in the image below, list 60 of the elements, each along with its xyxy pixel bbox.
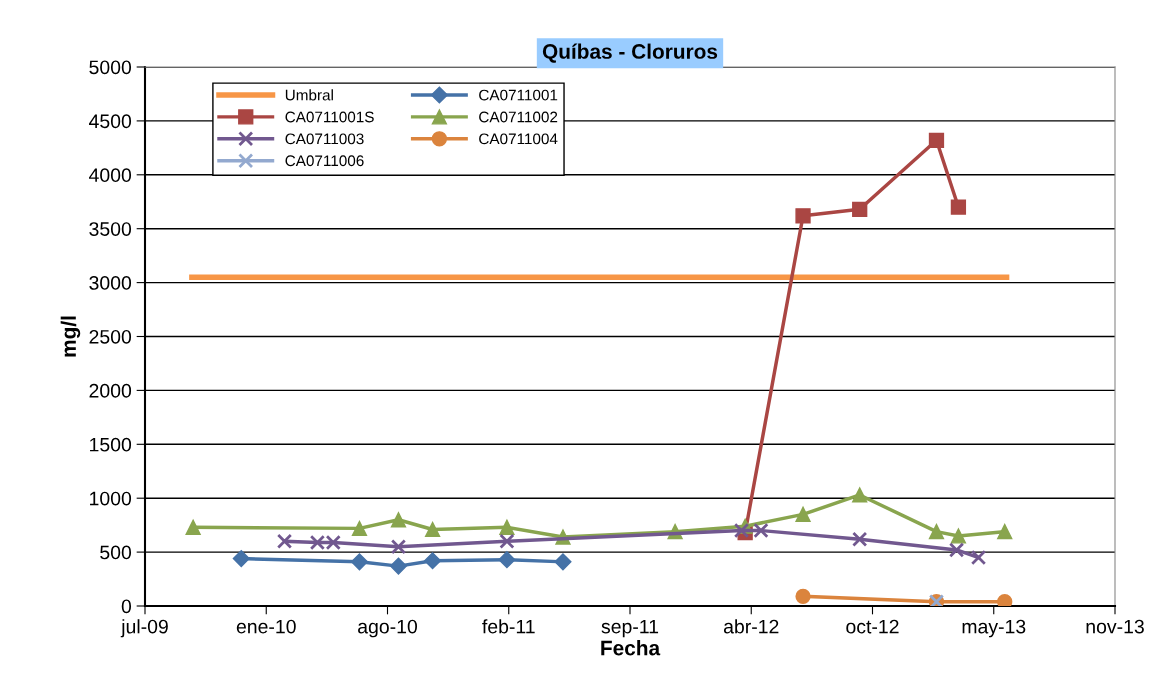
point — [997, 523, 1013, 540]
point — [950, 199, 967, 215]
x-tick-label: may-13 — [962, 619, 1026, 638]
y-tick-label: 3500 — [89, 222, 132, 236]
point — [351, 520, 368, 537]
y-tick-label: 4500 — [89, 114, 132, 129]
point — [928, 132, 945, 148]
point — [499, 519, 515, 535]
x-tick-label: abr-12 — [723, 619, 779, 634]
point — [185, 519, 201, 535]
point — [753, 522, 769, 539]
point — [948, 542, 965, 558]
x-tick-label: nov-13 — [1086, 619, 1144, 634]
point — [276, 533, 293, 549]
legend-label: CA0711004 — [479, 133, 558, 145]
point — [795, 208, 811, 224]
x-axis-title: Fecha — [601, 640, 661, 656]
y-tick-label: 4000 — [89, 168, 132, 183]
point — [795, 588, 811, 604]
x-tick-label: ene-10 — [236, 619, 296, 634]
point — [928, 523, 945, 540]
point — [232, 550, 250, 568]
y-tick-label: 3000 — [89, 276, 132, 290]
point — [390, 539, 407, 555]
point — [852, 487, 868, 503]
point — [733, 522, 750, 539]
x-tick-label: sep-11 — [601, 619, 659, 638]
point — [350, 553, 369, 571]
legend-label: Umbral — [285, 89, 333, 101]
point — [498, 551, 516, 569]
chart-title: Quíbas - Cloruros — [542, 43, 718, 63]
point — [795, 506, 811, 523]
point — [389, 557, 408, 575]
y-tick-label: 5000 — [89, 60, 132, 75]
legend-label: CA0711001S — [285, 111, 374, 123]
y-tick-label: 1000 — [90, 491, 132, 506]
point — [970, 549, 987, 566]
y-tick-label: 2500 — [89, 329, 132, 344]
point — [424, 521, 441, 538]
point — [390, 512, 407, 528]
point — [554, 553, 572, 571]
legend-label: CA0711003 — [285, 133, 364, 145]
x-tick-label: feb-11 — [482, 619, 535, 634]
legend-label: CA0711006 — [285, 155, 364, 167]
y-tick-label: 1500 — [90, 437, 132, 452]
y-tick-label: 2000 — [89, 383, 132, 398]
point — [852, 531, 868, 547]
point — [997, 594, 1013, 606]
point — [950, 528, 967, 544]
x-tick-label: oct-12 — [846, 619, 899, 634]
legend-label: CA0711001 — [479, 89, 558, 101]
x-tick-label: ago-10 — [358, 619, 418, 638]
point — [852, 201, 868, 217]
legend-label: CA0711002 — [479, 111, 558, 123]
point — [499, 533, 515, 549]
y-tick-label: 500 — [100, 545, 132, 560]
y-tick-label: 0 — [121, 599, 132, 614]
y-axis-title: mg/l — [60, 316, 81, 357]
x-tick-label: jul-09 — [120, 619, 168, 638]
point — [424, 552, 442, 570]
